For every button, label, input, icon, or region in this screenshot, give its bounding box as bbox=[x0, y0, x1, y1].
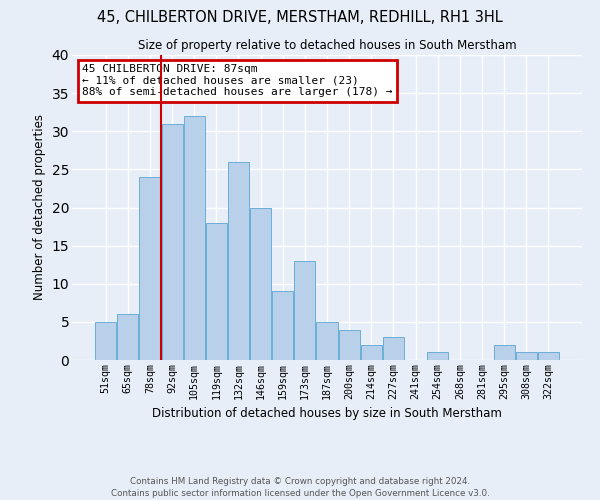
Bar bbox=[494, 345, 515, 360]
Bar bbox=[95, 322, 116, 360]
Bar bbox=[184, 116, 205, 360]
Bar bbox=[515, 352, 536, 360]
Bar bbox=[228, 162, 249, 360]
Bar bbox=[338, 330, 359, 360]
Text: Contains HM Land Registry data © Crown copyright and database right 2024.
Contai: Contains HM Land Registry data © Crown c… bbox=[110, 476, 490, 498]
Y-axis label: Number of detached properties: Number of detached properties bbox=[33, 114, 46, 300]
Bar bbox=[272, 292, 293, 360]
Text: 45 CHILBERTON DRIVE: 87sqm
← 11% of detached houses are smaller (23)
88% of semi: 45 CHILBERTON DRIVE: 87sqm ← 11% of deta… bbox=[82, 64, 392, 98]
Bar bbox=[295, 261, 316, 360]
Title: Size of property relative to detached houses in South Merstham: Size of property relative to detached ho… bbox=[137, 40, 517, 52]
Bar bbox=[118, 314, 139, 360]
Bar bbox=[206, 223, 227, 360]
Bar bbox=[139, 177, 160, 360]
Bar bbox=[538, 352, 559, 360]
Text: 45, CHILBERTON DRIVE, MERSTHAM, REDHILL, RH1 3HL: 45, CHILBERTON DRIVE, MERSTHAM, REDHILL,… bbox=[97, 10, 503, 25]
Bar bbox=[383, 337, 404, 360]
X-axis label: Distribution of detached houses by size in South Merstham: Distribution of detached houses by size … bbox=[152, 407, 502, 420]
Bar bbox=[316, 322, 338, 360]
Bar bbox=[250, 208, 271, 360]
Bar bbox=[427, 352, 448, 360]
Bar bbox=[361, 345, 382, 360]
Bar bbox=[161, 124, 182, 360]
